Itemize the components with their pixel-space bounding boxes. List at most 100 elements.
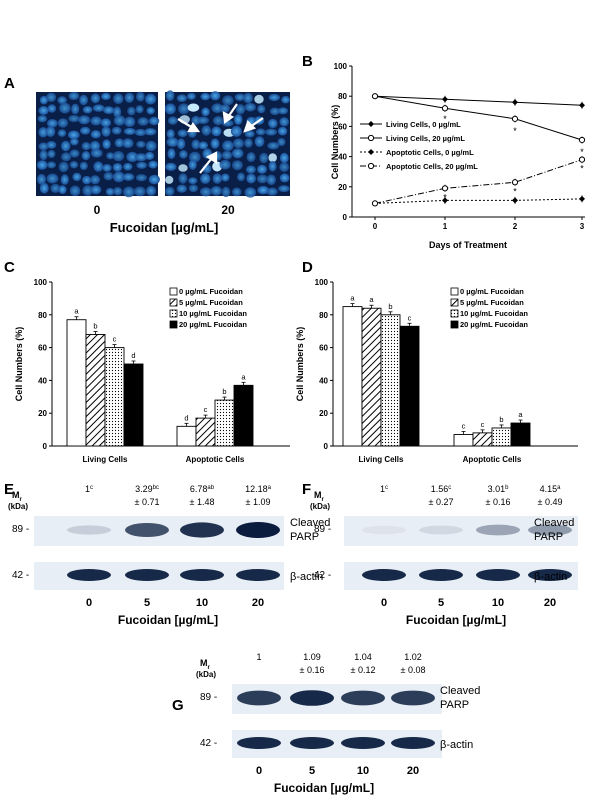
nucleus xyxy=(269,107,280,116)
significance-letter: c xyxy=(462,422,466,431)
nucleus xyxy=(46,92,57,103)
data-point xyxy=(442,197,448,204)
quant-sd: ± 1.48 xyxy=(190,497,215,507)
significance-letter: a xyxy=(369,295,374,304)
band-label-actin: β-actin xyxy=(534,571,567,583)
nucleus xyxy=(90,116,102,126)
nucleus xyxy=(200,187,212,197)
y-tick-label: 60 xyxy=(38,344,47,353)
panel-letter-f: F xyxy=(302,481,311,498)
quant-value: 1.56c xyxy=(431,484,452,494)
y-tick-label: 20 xyxy=(38,409,47,418)
significance-letter: d xyxy=(131,351,135,360)
dose-label: 20 xyxy=(252,597,264,609)
x-tick-label: 0 xyxy=(373,222,378,231)
nucleus xyxy=(222,95,234,106)
nucleus xyxy=(69,149,80,158)
nucleus xyxy=(38,106,49,115)
nucleus xyxy=(145,93,157,105)
quant-sd: ± 1.09 xyxy=(246,497,271,507)
nucleus xyxy=(268,161,277,172)
quant-value: 1c xyxy=(380,484,388,494)
legend-swatch xyxy=(169,298,178,307)
bar xyxy=(342,306,363,447)
band-actin xyxy=(180,569,224,581)
bar xyxy=(361,307,382,447)
quant-value: 3.01b xyxy=(488,484,510,494)
legend-swatch xyxy=(169,309,178,318)
nucleus xyxy=(268,118,278,129)
nucleus xyxy=(135,174,147,182)
quant-sd: ± 0.71 xyxy=(135,497,160,507)
band-label-cleaved: Cleaved xyxy=(290,517,330,529)
marker-89: 89 - xyxy=(314,524,331,535)
nucleus xyxy=(136,161,148,169)
marker-42: 42 - xyxy=(314,570,331,581)
blot-xlabel: Fucoidan [µg/mL] xyxy=(406,613,506,627)
nucleus xyxy=(113,187,123,196)
nucleus xyxy=(186,92,196,100)
nucleus xyxy=(57,118,69,128)
nucleus xyxy=(232,148,244,159)
y-tick-label: 0 xyxy=(43,442,48,451)
y-tick-label: 80 xyxy=(338,92,347,101)
significance-letter: c xyxy=(113,335,117,344)
nucleus xyxy=(212,161,223,172)
kda-label: (kDa) xyxy=(8,502,28,511)
nucleus xyxy=(90,175,101,185)
nucleus xyxy=(221,173,230,182)
nucleus xyxy=(165,175,174,184)
nucleus xyxy=(211,103,224,114)
legend-marker xyxy=(368,121,374,127)
nucleus xyxy=(188,159,197,170)
nucleus xyxy=(102,164,112,172)
mr-label: Mr xyxy=(314,490,325,503)
band-parp xyxy=(125,523,169,537)
nucleus xyxy=(50,183,61,193)
quant-value: 3.29bc xyxy=(135,484,159,494)
quant-sd: ± 0.08 xyxy=(401,665,426,675)
nucleus xyxy=(37,173,46,185)
y-axis-label: Cell Numbers (%) xyxy=(330,105,340,180)
band-parp xyxy=(67,525,111,535)
nucleus xyxy=(58,185,67,195)
y-tick-label: 80 xyxy=(319,311,328,320)
nucleus xyxy=(71,103,80,115)
marker-42: 42 - xyxy=(200,738,217,749)
nucleus xyxy=(267,142,280,150)
nucleus xyxy=(59,102,71,114)
nucleus xyxy=(246,152,256,163)
legend-swatch xyxy=(450,298,459,307)
nucleus xyxy=(82,106,93,114)
mr-label: Mr xyxy=(12,490,23,503)
nucleus xyxy=(68,115,80,123)
legend-label: 0 µg/mL Fucoidan xyxy=(179,287,243,296)
nucleus xyxy=(47,149,56,159)
nucleus xyxy=(81,142,91,151)
legend-label: 10 µg/mL Fucoidan xyxy=(179,309,247,318)
nucleus xyxy=(178,103,190,115)
kda-label: (kDa) xyxy=(196,670,216,679)
nucleus xyxy=(221,150,233,160)
mr-label: Mr xyxy=(200,658,211,671)
nucleus xyxy=(136,91,145,102)
significance-star: * xyxy=(513,186,517,196)
x-axis-label: Days of Treatment xyxy=(429,240,507,250)
band-actin xyxy=(476,569,520,581)
category-label: Apoptotic Cells xyxy=(186,455,245,464)
quant-value: 1.09 xyxy=(303,652,321,662)
data-point xyxy=(371,200,379,207)
nucleus xyxy=(72,172,82,182)
band-actin xyxy=(362,569,406,581)
bar xyxy=(380,314,401,447)
y-tick-label: 0 xyxy=(324,442,329,451)
bar xyxy=(491,427,512,447)
nucleus xyxy=(39,182,49,194)
nucleus xyxy=(70,138,79,146)
panel-letter-d: D xyxy=(302,259,313,276)
y-axis-label: Cell Numbers (%) xyxy=(14,327,24,402)
chart-c: 0 20 40 60 80 100 Cell Numbers (%) Living Cells… xyxy=(14,278,290,464)
nucleus xyxy=(112,151,125,162)
nucleus xyxy=(233,114,243,125)
